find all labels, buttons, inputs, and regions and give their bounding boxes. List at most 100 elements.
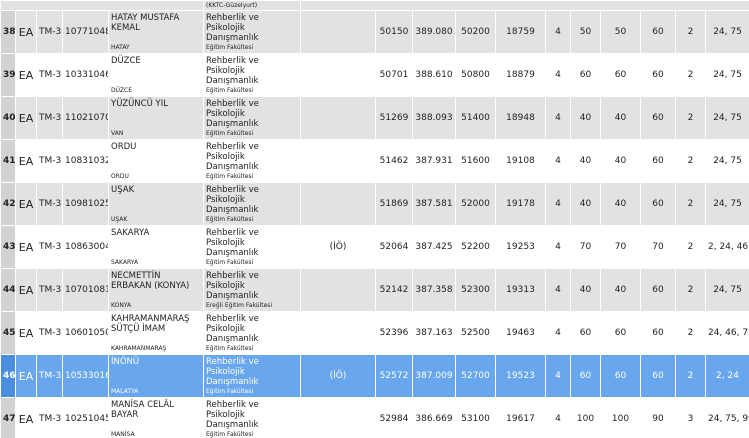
stat-cell: 51400 (455, 96, 496, 140)
evening-cell (300, 10, 376, 54)
stat-cell: 52142 (375, 268, 413, 312)
stat-cell: 50150 (375, 10, 413, 54)
stat-cell: 51600 (455, 139, 496, 183)
evening-cell (300, 311, 376, 355)
stat-cell: 40 (600, 139, 641, 183)
faculty-name: Eğitim Fakültesi (206, 44, 254, 51)
university-name: İNÖNÜ (111, 357, 140, 367)
program-name: Rehberlik ve Psikolojik Danışmanlık (206, 271, 259, 301)
faculty-name: Eğitim Fakültesi (206, 173, 254, 180)
university-name: KAHRAMANMARAŞ SÜTÇÜ İMAM (111, 314, 190, 334)
stat-cell: 388.093 (412, 96, 456, 140)
program-name: Rehberlik ve Psikolojik Danışmanlık (206, 400, 259, 430)
stat-cell: 388.610 (412, 53, 456, 97)
program-cell: Rehberlik ve Psikolojik Danışmanlık Eğiti… (203, 397, 301, 438)
city-name: MALATYA (111, 388, 139, 395)
university-name: NECMETTİN ERBAKAN (KONYA) (111, 271, 190, 291)
stat-cell: 2, 24 (704, 354, 749, 398)
stat-cell: 52984 (375, 397, 413, 438)
stat-cell: 60 (640, 96, 676, 140)
stat-cell: 50 (570, 10, 601, 54)
stat-cell: 2 (675, 139, 706, 183)
stat-cell: 52396 (375, 311, 413, 355)
stat-cell: 24, 75 (704, 182, 749, 226)
stat-cell: 2 (675, 354, 706, 398)
stat-cell: 24, 75 (704, 96, 749, 140)
faculty-name: Eğitim Fakültesi (206, 431, 254, 438)
stat-cell: 4 (545, 10, 571, 54)
score-type-cell: TM-3 (36, 139, 63, 183)
university-cell: ORDU ORDU (108, 139, 204, 183)
stat-cell: 4 (545, 139, 571, 183)
stat-cell: 60 (640, 182, 676, 226)
stat-cell: 70 (570, 225, 601, 269)
code-cell: 102510459 (62, 397, 109, 438)
code-cell: 106010504 (62, 311, 109, 355)
stat-cell: 51462 (375, 139, 413, 183)
university-cell: UŞAK UŞAK (108, 182, 204, 226)
faculty-name: Eğitim Fakültesi (206, 216, 254, 223)
stat-cell: 60 (640, 354, 676, 398)
stat-cell: 387.931 (412, 139, 456, 183)
evening-cell (300, 397, 376, 438)
faculty-name: Eğitim Fakültesi (206, 345, 254, 352)
stat-cell: 4 (545, 96, 571, 140)
score-type-cell: TM-3 (36, 96, 63, 140)
stat-cell: 40 (600, 182, 641, 226)
program-name: Rehberlik ve Psikolojik Danışmanlık (206, 13, 259, 43)
stat-cell: 19108 (495, 139, 546, 183)
university-name: YÜZÜNCÜ YIL (111, 99, 168, 109)
faculty-name: Eğitim Fakültesi (206, 87, 254, 94)
stat-cell: 70 (600, 225, 641, 269)
evening-cell: (İÖ) (300, 354, 376, 398)
evening-cell (300, 268, 376, 312)
group-cell: EA (15, 311, 37, 355)
program-cell: Rehberlik ve Psikolojik Danışmanlık Eğiti… (203, 96, 301, 140)
stat-cell: 40 (570, 182, 601, 226)
stat-cell: 60 (640, 139, 676, 183)
stat-cell: 52000 (455, 182, 496, 226)
stat-cell: 2 (675, 53, 706, 97)
stat-cell: 19313 (495, 268, 546, 312)
faculty-name: Eğitim Fakültesi (206, 388, 254, 395)
program-name: Rehberlik ve Psikolojik Danışmanlık (206, 56, 259, 86)
stat-cell: 3 (675, 397, 706, 438)
stat-cell: 51269 (375, 96, 413, 140)
stat-cell: 19463 (495, 311, 546, 355)
program-cell: Rehberlik ve Psikolojik Danışmanlık Eğiti… (203, 53, 301, 97)
stat-cell: 50200 (455, 10, 496, 54)
code-cell: 109810259 (62, 182, 109, 226)
stat-cell: 60 (600, 311, 641, 355)
stat-cell: 2 (675, 10, 706, 54)
stat-cell: 4 (545, 268, 571, 312)
stat-cell: 387.163 (412, 311, 456, 355)
stat-cell: 4 (545, 354, 571, 398)
code-cell: 107710487 (62, 10, 109, 54)
university-cell: MANİSA CELÂL BAYAR MANİSA (108, 397, 204, 438)
stat-cell: 50800 (455, 53, 496, 97)
rank-cell: 46 (0, 354, 16, 398)
stat-cell: 18948 (495, 96, 546, 140)
stat-cell: 19178 (495, 182, 546, 226)
code-cell: 108310328 (62, 139, 109, 183)
stat-cell: 60 (600, 53, 641, 97)
stat-cell: 19523 (495, 354, 546, 398)
city-name: KAHRAMANMARAŞ (111, 345, 167, 352)
stat-cell: 90 (640, 397, 676, 438)
group-cell: EA (15, 139, 37, 183)
program-name: Rehberlik ve Psikolojik Danışmanlık (206, 185, 259, 215)
group-cell: EA (15, 96, 37, 140)
score-type-cell: TM-3 (36, 311, 63, 355)
stat-cell: 4 (545, 182, 571, 226)
stat-cell: 4 (545, 311, 571, 355)
stat-cell: 2 (675, 96, 706, 140)
faculty-name: Eğitim Fakültesi (206, 259, 254, 266)
group-cell: EA (15, 10, 37, 54)
university-name: DÜZCE (111, 56, 141, 66)
rank-cell: 47 (0, 397, 16, 438)
